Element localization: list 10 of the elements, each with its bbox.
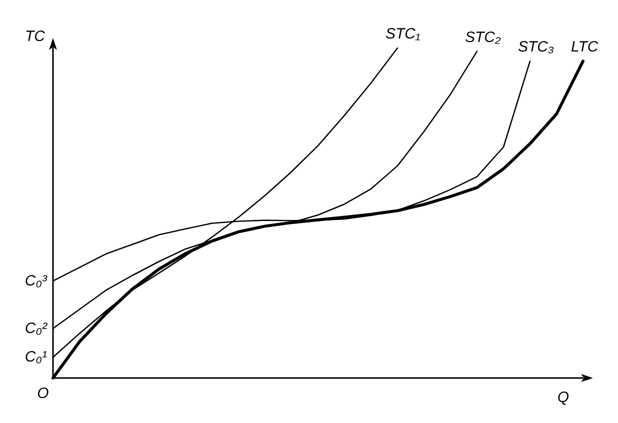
y-axis-title: TC <box>25 28 46 45</box>
text: C₀³ <box>24 272 48 290</box>
text: O <box>37 385 50 402</box>
text: C₀² <box>24 320 48 337</box>
series-label: STC₁ <box>386 26 420 42</box>
series-label: STC₃ <box>518 38 554 56</box>
text: C₀¹ <box>24 348 47 366</box>
series-label: STC₂ <box>465 28 501 46</box>
series-label: LTC <box>571 38 598 56</box>
x-axis-title: Q <box>557 389 570 406</box>
